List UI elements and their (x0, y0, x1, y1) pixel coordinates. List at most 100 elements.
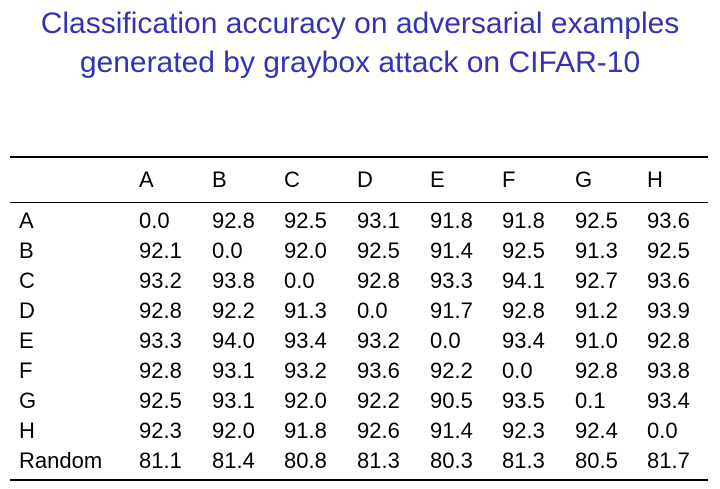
table-cell: 91.2 (575, 298, 618, 323)
table-cell: 92.5 (357, 238, 400, 263)
table-cell: 93.3 (139, 328, 182, 353)
table-cell: 92.8 (139, 358, 182, 383)
table-cell: 93.3 (430, 268, 473, 293)
column-header: F (502, 167, 516, 192)
table-cell: 81.3 (502, 448, 545, 473)
table-cell: 91.7 (430, 298, 473, 323)
table-cell: 92.8 (357, 268, 400, 293)
table-cell: 0.0 (430, 328, 461, 353)
table-header-rule (10, 202, 708, 203)
table-cell: 92.8 (139, 298, 182, 323)
slide-title-line-1: Classification accuracy on adversarial e… (40, 7, 680, 40)
table-cell: 92.5 (647, 238, 690, 263)
table-cell: 94.1 (502, 268, 545, 293)
table-cell: 93.4 (647, 388, 690, 413)
table-row: E 93.3 94.0 93.4 93.2 0.0 93.4 91.0 92.8 (10, 326, 712, 356)
table-cell: 91.4 (430, 238, 473, 263)
table-cell: 93.2 (284, 358, 327, 383)
table-cell: 92.4 (575, 418, 618, 443)
column-header: G (575, 167, 593, 192)
table-row: Random 81.1 81.4 80.8 81.3 80.3 81.3 80.5 81.7 (10, 446, 712, 476)
table-top-rule (10, 156, 708, 158)
table-cell: 92.8 (647, 328, 690, 353)
column-header: A (139, 167, 154, 192)
table-cell: 93.9 (647, 298, 690, 323)
table-row: C 93.2 93.8 0.0 92.8 93.3 94.1 92.7 93.6 (10, 266, 712, 296)
table-cell: 91.8 (502, 208, 545, 233)
table-cell: 81.3 (357, 448, 400, 473)
table-cell: 90.5 (430, 388, 473, 413)
row-label: Random (19, 448, 103, 473)
table-cell: 0.0 (502, 358, 533, 383)
table-cell: 92.3 (502, 418, 545, 443)
table-cell: 91.3 (575, 238, 618, 263)
slide-title: Classification accuracy on adversarial e… (0, 4, 720, 82)
row-label: A (19, 208, 34, 233)
column-header: C (284, 167, 300, 192)
table-row: G 92.5 93.1 92.0 92.2 90.5 93.5 0.1 93.4 (10, 386, 712, 416)
table-cell: 93.2 (139, 268, 182, 293)
table-cell: 91.3 (284, 298, 327, 323)
table-cell: 92.0 (284, 388, 327, 413)
table-row: B 92.1 0.0 92.0 92.5 91.4 92.5 91.3 92.5 (10, 236, 712, 266)
table-cell: 93.6 (647, 268, 690, 293)
table-header: A B C D E F G H (10, 164, 712, 196)
header-corner-cell (10, 164, 139, 196)
table-cell: 92.0 (212, 418, 255, 443)
table-row: D 92.8 92.2 91.3 0.0 91.7 92.8 91.2 93.9 (10, 296, 712, 326)
table-cell: 92.2 (430, 358, 473, 383)
table-cell: 92.8 (502, 298, 545, 323)
table-cell: 92.1 (139, 238, 182, 263)
table-cell: 93.1 (357, 208, 400, 233)
table-cell: 92.7 (575, 268, 618, 293)
table-cell: 93.1 (212, 388, 255, 413)
table-cell: 92.3 (139, 418, 182, 443)
table-body: A 0.0 92.8 92.5 93.1 91.8 91.8 92.5 93.6 B 92.1 0.0… (10, 206, 712, 476)
table-cell: 92.5 (139, 388, 182, 413)
table-cell: 80.8 (284, 448, 327, 473)
table-cell: 93.8 (647, 358, 690, 383)
table-bottom-rule (10, 479, 708, 481)
column-header: H (647, 167, 663, 192)
table-row: F 92.8 93.1 93.2 93.6 92.2 0.0 92.8 93.8 (10, 356, 712, 386)
table-cell: 93.6 (647, 208, 690, 233)
table-cell: 80.3 (430, 448, 473, 473)
table-cell: 92.2 (357, 388, 400, 413)
table-row: H 92.3 92.0 91.8 92.6 91.4 92.3 92.4 0.0 (10, 416, 712, 446)
table-cell: 81.1 (139, 448, 182, 473)
table-cell: 92.2 (212, 298, 255, 323)
table-cell: 0.0 (212, 238, 243, 263)
column-header: E (430, 167, 445, 192)
table-cell: 93.2 (357, 328, 400, 353)
table-cell: 93.6 (357, 358, 400, 383)
table-cell: 91.8 (430, 208, 473, 233)
table-cell: 81.4 (212, 448, 255, 473)
table-cell: 92.0 (284, 238, 327, 263)
table-cell: 0.0 (284, 268, 315, 293)
table-row: A 0.0 92.8 92.5 93.1 91.8 91.8 92.5 93.6 (10, 206, 712, 236)
column-header: D (357, 167, 373, 192)
row-label: G (19, 388, 37, 413)
table-cell: 92.8 (575, 358, 618, 383)
row-label: E (19, 328, 34, 353)
row-label: H (19, 418, 35, 443)
row-label: F (19, 358, 33, 383)
table-cell: 91.0 (575, 328, 618, 353)
table-cell: 0.0 (647, 418, 678, 443)
table-cell: 92.5 (575, 208, 618, 233)
table-cell: 0.1 (575, 388, 606, 413)
table-cell: 92.8 (212, 208, 255, 233)
accuracy-table: A 0.0 92.8 92.5 93.1 91.8 91.8 92.5 93.6 B 92.1 0.0… (10, 206, 712, 476)
table-cell: 92.5 (502, 238, 545, 263)
table-cell: 91.4 (430, 418, 473, 443)
table-cell: 80.5 (575, 448, 618, 473)
table-cell: 93.4 (502, 328, 545, 353)
table-cell: 91.8 (284, 418, 327, 443)
row-label: C (19, 268, 35, 293)
row-label: D (19, 298, 35, 323)
table-cell: 93.5 (502, 388, 545, 413)
header-row: A B C D E F G H (10, 164, 712, 196)
table-cell: 0.0 (139, 208, 170, 233)
slide-title-line-2: generated by graybox attack on CIFAR-10 (79, 46, 641, 79)
table-cell: 93.1 (212, 358, 255, 383)
